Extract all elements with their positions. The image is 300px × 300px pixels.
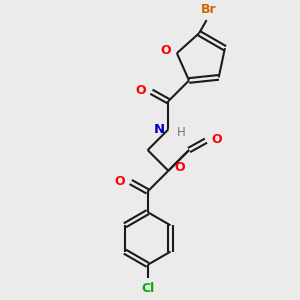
Text: N: N	[154, 123, 165, 136]
Text: Br: Br	[201, 3, 216, 16]
Text: O: O	[135, 84, 146, 97]
Text: O: O	[160, 44, 171, 57]
Text: Cl: Cl	[141, 282, 154, 295]
Text: O: O	[212, 133, 222, 146]
Text: H: H	[177, 126, 186, 139]
Text: O: O	[174, 160, 184, 173]
Text: O: O	[115, 175, 125, 188]
